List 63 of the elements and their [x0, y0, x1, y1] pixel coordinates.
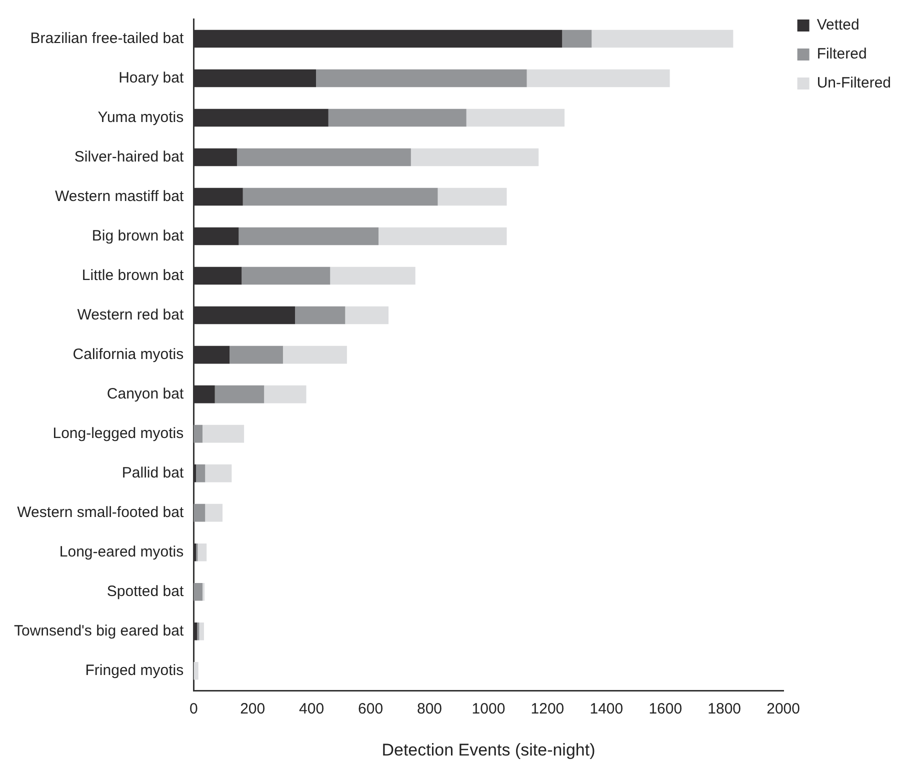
y-tick-label: Yuma myotis — [98, 108, 184, 126]
y-tick-label: Pallid bat — [122, 464, 184, 482]
x-tick-label: 2000 — [766, 700, 800, 718]
legend-label: Filtered — [816, 46, 867, 63]
bar — [214, 385, 264, 404]
x-tick-label: 1800 — [708, 700, 742, 718]
bar — [592, 30, 734, 48]
bar — [562, 30, 592, 48]
y-tick-label: Big brown bat — [92, 227, 184, 244]
x-tick-label: 800 — [416, 700, 442, 718]
x-tick-label: 1200 — [530, 700, 564, 718]
y-tick-label: Brazilian free-tailed bat — [30, 30, 184, 47]
y-tick-label: Fringed myotis — [85, 662, 184, 679]
y-tick-label: Silver-haired bat — [74, 148, 184, 166]
y-tick-label: Spotted bat — [106, 582, 184, 600]
bar — [264, 385, 306, 404]
y-tick-label: Long-eared myotis — [59, 543, 184, 560]
bar — [295, 306, 346, 324]
bar — [202, 424, 244, 443]
bar — [194, 662, 198, 680]
bar — [236, 148, 411, 166]
bar — [526, 69, 670, 88]
bar — [230, 346, 283, 364]
legend-label: Un-Filtered — [816, 74, 891, 92]
x-tick-label: 1000 — [472, 700, 506, 718]
x-tick-label: 1600 — [648, 700, 682, 718]
bar — [466, 108, 565, 127]
y-tick-label: Townsend's big eared bat — [14, 622, 184, 640]
y-tick-label: California myotis — [72, 346, 184, 363]
bar — [202, 582, 205, 601]
bar — [282, 346, 347, 364]
bar — [205, 464, 232, 482]
x-tick-label: 0 — [189, 700, 198, 718]
bar — [196, 464, 206, 482]
bar — [316, 69, 527, 88]
y-tick-label: Western red bat — [77, 306, 184, 324]
x-tick-label: 200 — [240, 700, 266, 718]
bar — [205, 504, 223, 522]
bar — [242, 266, 330, 285]
bar — [194, 424, 202, 443]
x-tick-label: 400 — [299, 700, 324, 718]
bar — [330, 266, 416, 285]
bar — [438, 188, 507, 206]
bar — [194, 504, 206, 522]
y-tick-label: Hoary bat — [118, 69, 184, 86]
x-tick-label: 600 — [358, 700, 384, 718]
bar — [345, 306, 389, 324]
legend-label: Vetted — [816, 16, 860, 34]
bar — [242, 188, 438, 206]
x-tick-label: 1400 — [590, 700, 624, 718]
y-tick-label: Western small-footed bat — [17, 504, 184, 521]
bar — [194, 582, 202, 601]
y-tick-label: Canyon bat — [106, 385, 184, 402]
x-axis-title: Detection Events (site-night) — [382, 740, 596, 760]
y-tick-label: Long-legged myotis — [52, 424, 184, 442]
bar — [238, 227, 379, 246]
bar — [198, 543, 207, 562]
y-tick-label: Western mastiff bat — [54, 188, 184, 205]
y-tick-label: Little brown bat — [82, 266, 184, 284]
bar — [410, 148, 539, 166]
bar — [378, 227, 507, 246]
bar — [328, 108, 466, 127]
bar — [199, 622, 204, 640]
